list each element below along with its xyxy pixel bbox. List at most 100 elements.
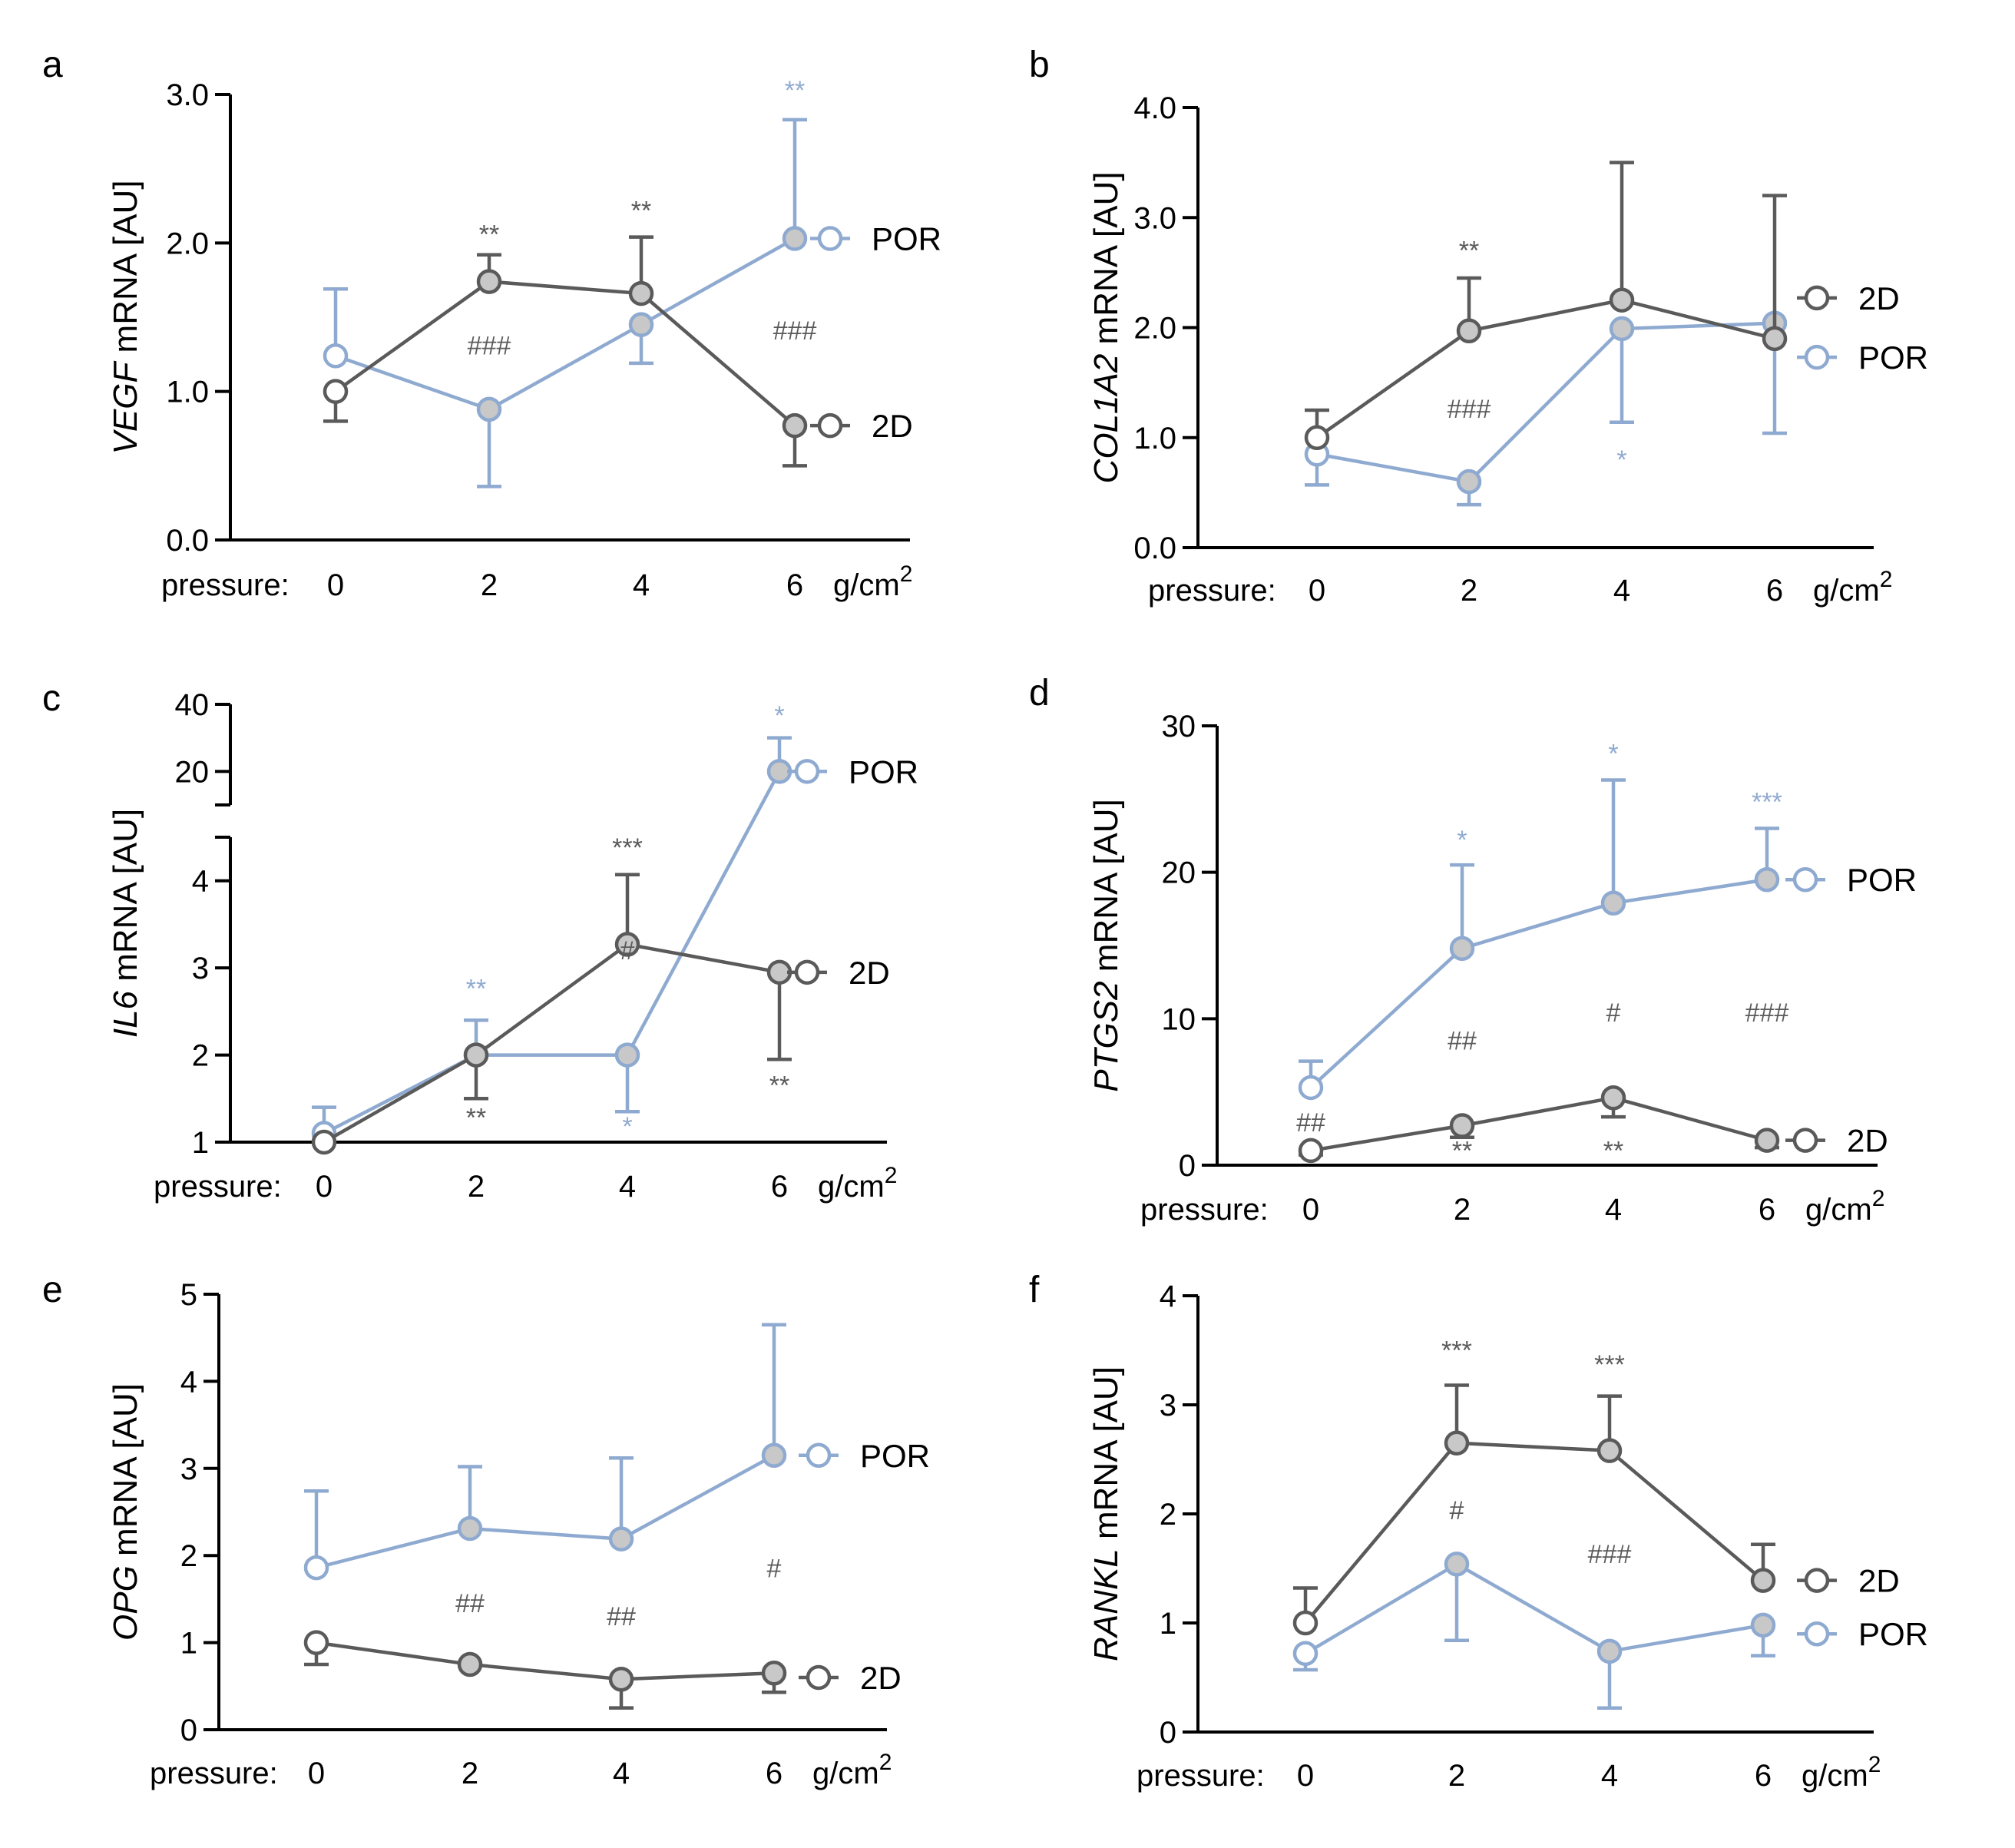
data-point xyxy=(323,379,349,404)
y-tick-label: 4 xyxy=(192,865,209,899)
x-tick-label: 0 xyxy=(1297,1759,1314,1793)
data-point xyxy=(476,269,502,294)
significance-label: ### xyxy=(1448,395,1491,424)
data-point xyxy=(761,1661,787,1686)
panel-letter: d xyxy=(1029,673,1050,714)
legend-marker xyxy=(1804,344,1830,370)
x-tick-label: 6 xyxy=(1755,1759,1772,1793)
significance-label: ## xyxy=(1448,1026,1477,1055)
significance-label: * xyxy=(1608,740,1618,769)
x-axis-unit-base: g/cm xyxy=(1805,1193,1872,1227)
x-tick-label: 2 xyxy=(462,1757,478,1790)
x-tick-label: 0 xyxy=(1302,1193,1319,1227)
series-POR xyxy=(303,1323,787,1581)
data-point xyxy=(1456,469,1482,495)
data-point xyxy=(614,932,640,957)
data-point xyxy=(1449,936,1475,962)
y-axis-label: OPG mRNA [AU] xyxy=(107,1383,144,1641)
x-tick-label: 6 xyxy=(1766,574,1783,608)
data-point xyxy=(1456,318,1482,344)
y-tick-label: 4.0 xyxy=(1133,91,1176,125)
data-point xyxy=(1609,287,1635,313)
x-axis-unit-base: g/cm xyxy=(833,568,900,602)
y-axis-label: IL6 mRNA [AU] xyxy=(107,809,144,1038)
data-point xyxy=(1292,1641,1319,1667)
significance-label: ## xyxy=(455,1589,485,1618)
significance-label: ### xyxy=(773,316,817,346)
series-line xyxy=(323,770,781,1135)
y-axis-label-gene: VEGF xyxy=(107,361,144,455)
legend-marker xyxy=(1804,285,1830,311)
data-point xyxy=(323,343,349,369)
y-tick-label: 0.0 xyxy=(166,524,209,558)
significance-label: *** xyxy=(612,833,643,863)
panel-letter: a xyxy=(42,45,63,85)
x-axis-unit: g/cm2 xyxy=(818,1163,897,1204)
x-axis-prefix: pressure: xyxy=(1137,1759,1265,1793)
legend-label: 2D xyxy=(860,1660,902,1696)
y-axis-label-gene: COL1A2 xyxy=(1087,354,1125,484)
y-tick-label: 1.0 xyxy=(1133,422,1176,455)
y-axis-label-unit: mRNA [AU] xyxy=(1087,1366,1125,1548)
x-axis-unit: g/cm2 xyxy=(1813,567,1892,608)
panel-letter: e xyxy=(42,1270,63,1310)
legend-label: POR xyxy=(1858,339,1928,376)
x-axis-unit-sup: 2 xyxy=(1880,567,1893,592)
series-line xyxy=(316,1641,775,1681)
legend-label: POR xyxy=(860,1438,930,1474)
legend-marker xyxy=(806,1664,832,1691)
legend-label: 2D xyxy=(1858,1563,1900,1599)
x-tick-label: 0 xyxy=(308,1757,325,1790)
series-line xyxy=(1316,321,1775,484)
data-point xyxy=(1298,1075,1324,1101)
x-tick-label: 0 xyxy=(316,1170,333,1204)
panel-a: a 0.0 1.0 2.0 3.0 VEGF mRNA [AU] pressure: 0 2 4 6… xyxy=(42,45,941,602)
legend-label: POR xyxy=(1858,1616,1928,1652)
y-tick-label: 0.0 xyxy=(1133,532,1176,565)
data-point xyxy=(1754,866,1780,893)
y-tick-label: 4 xyxy=(1160,1280,1176,1313)
y-tick-label: 3.0 xyxy=(166,78,209,112)
y-tick-label: 2 xyxy=(1160,1498,1176,1532)
legend-marker xyxy=(817,226,843,251)
data-point xyxy=(311,1129,337,1155)
y-tick-label: 2 xyxy=(180,1539,197,1573)
significance-label: ### xyxy=(468,331,511,360)
significance-label: # xyxy=(767,1555,782,1584)
y-tick-label: 3 xyxy=(1160,1389,1176,1422)
significance-label: # xyxy=(620,936,635,965)
data-point xyxy=(303,1555,329,1581)
x-axis-prefix: pressure: xyxy=(161,568,290,602)
panel-letter: b xyxy=(1029,45,1050,85)
legend-item-2D: 2D xyxy=(1785,1123,1888,1159)
y-tick-label: 4 xyxy=(180,1365,197,1399)
data-point xyxy=(1444,1552,1470,1577)
significance-label: * xyxy=(1457,826,1467,855)
x-axis-unit-base: g/cm xyxy=(1802,1759,1868,1793)
y-tick-label: 20 xyxy=(175,755,210,789)
x-axis-unit-sup: 2 xyxy=(879,1750,892,1775)
y-axis-label: COL1A2 mRNA [AU] xyxy=(1087,172,1125,484)
y-tick-label: 0 xyxy=(1160,1716,1176,1750)
x-tick-label: 4 xyxy=(613,1757,630,1790)
y-tick-label: 3.0 xyxy=(1133,201,1176,235)
legend-item-POR: POR xyxy=(810,221,941,257)
significance-label: ** xyxy=(785,76,805,105)
y-axis-label-gene: IL6 xyxy=(107,990,144,1038)
y-axis-label: VEGF mRNA [AU] xyxy=(107,180,144,455)
y-axis-label: PTGS2 mRNA [AU] xyxy=(1087,799,1125,1091)
data-point xyxy=(1298,1138,1324,1164)
legend-marker xyxy=(794,959,820,985)
x-tick-label: 2 xyxy=(1448,1759,1465,1793)
y-axis-label-gene: PTGS2 xyxy=(1087,981,1125,1091)
series-2D xyxy=(1298,1085,1780,1164)
y-tick-label: 0 xyxy=(180,1714,197,1747)
significance-label: ## xyxy=(607,1602,636,1631)
data-point xyxy=(1596,1638,1623,1664)
significance-label: # xyxy=(1606,999,1621,1028)
x-tick-label: 4 xyxy=(1605,1193,1622,1227)
series-2D xyxy=(311,873,792,1155)
legend-item-POR: POR xyxy=(1797,339,1928,376)
